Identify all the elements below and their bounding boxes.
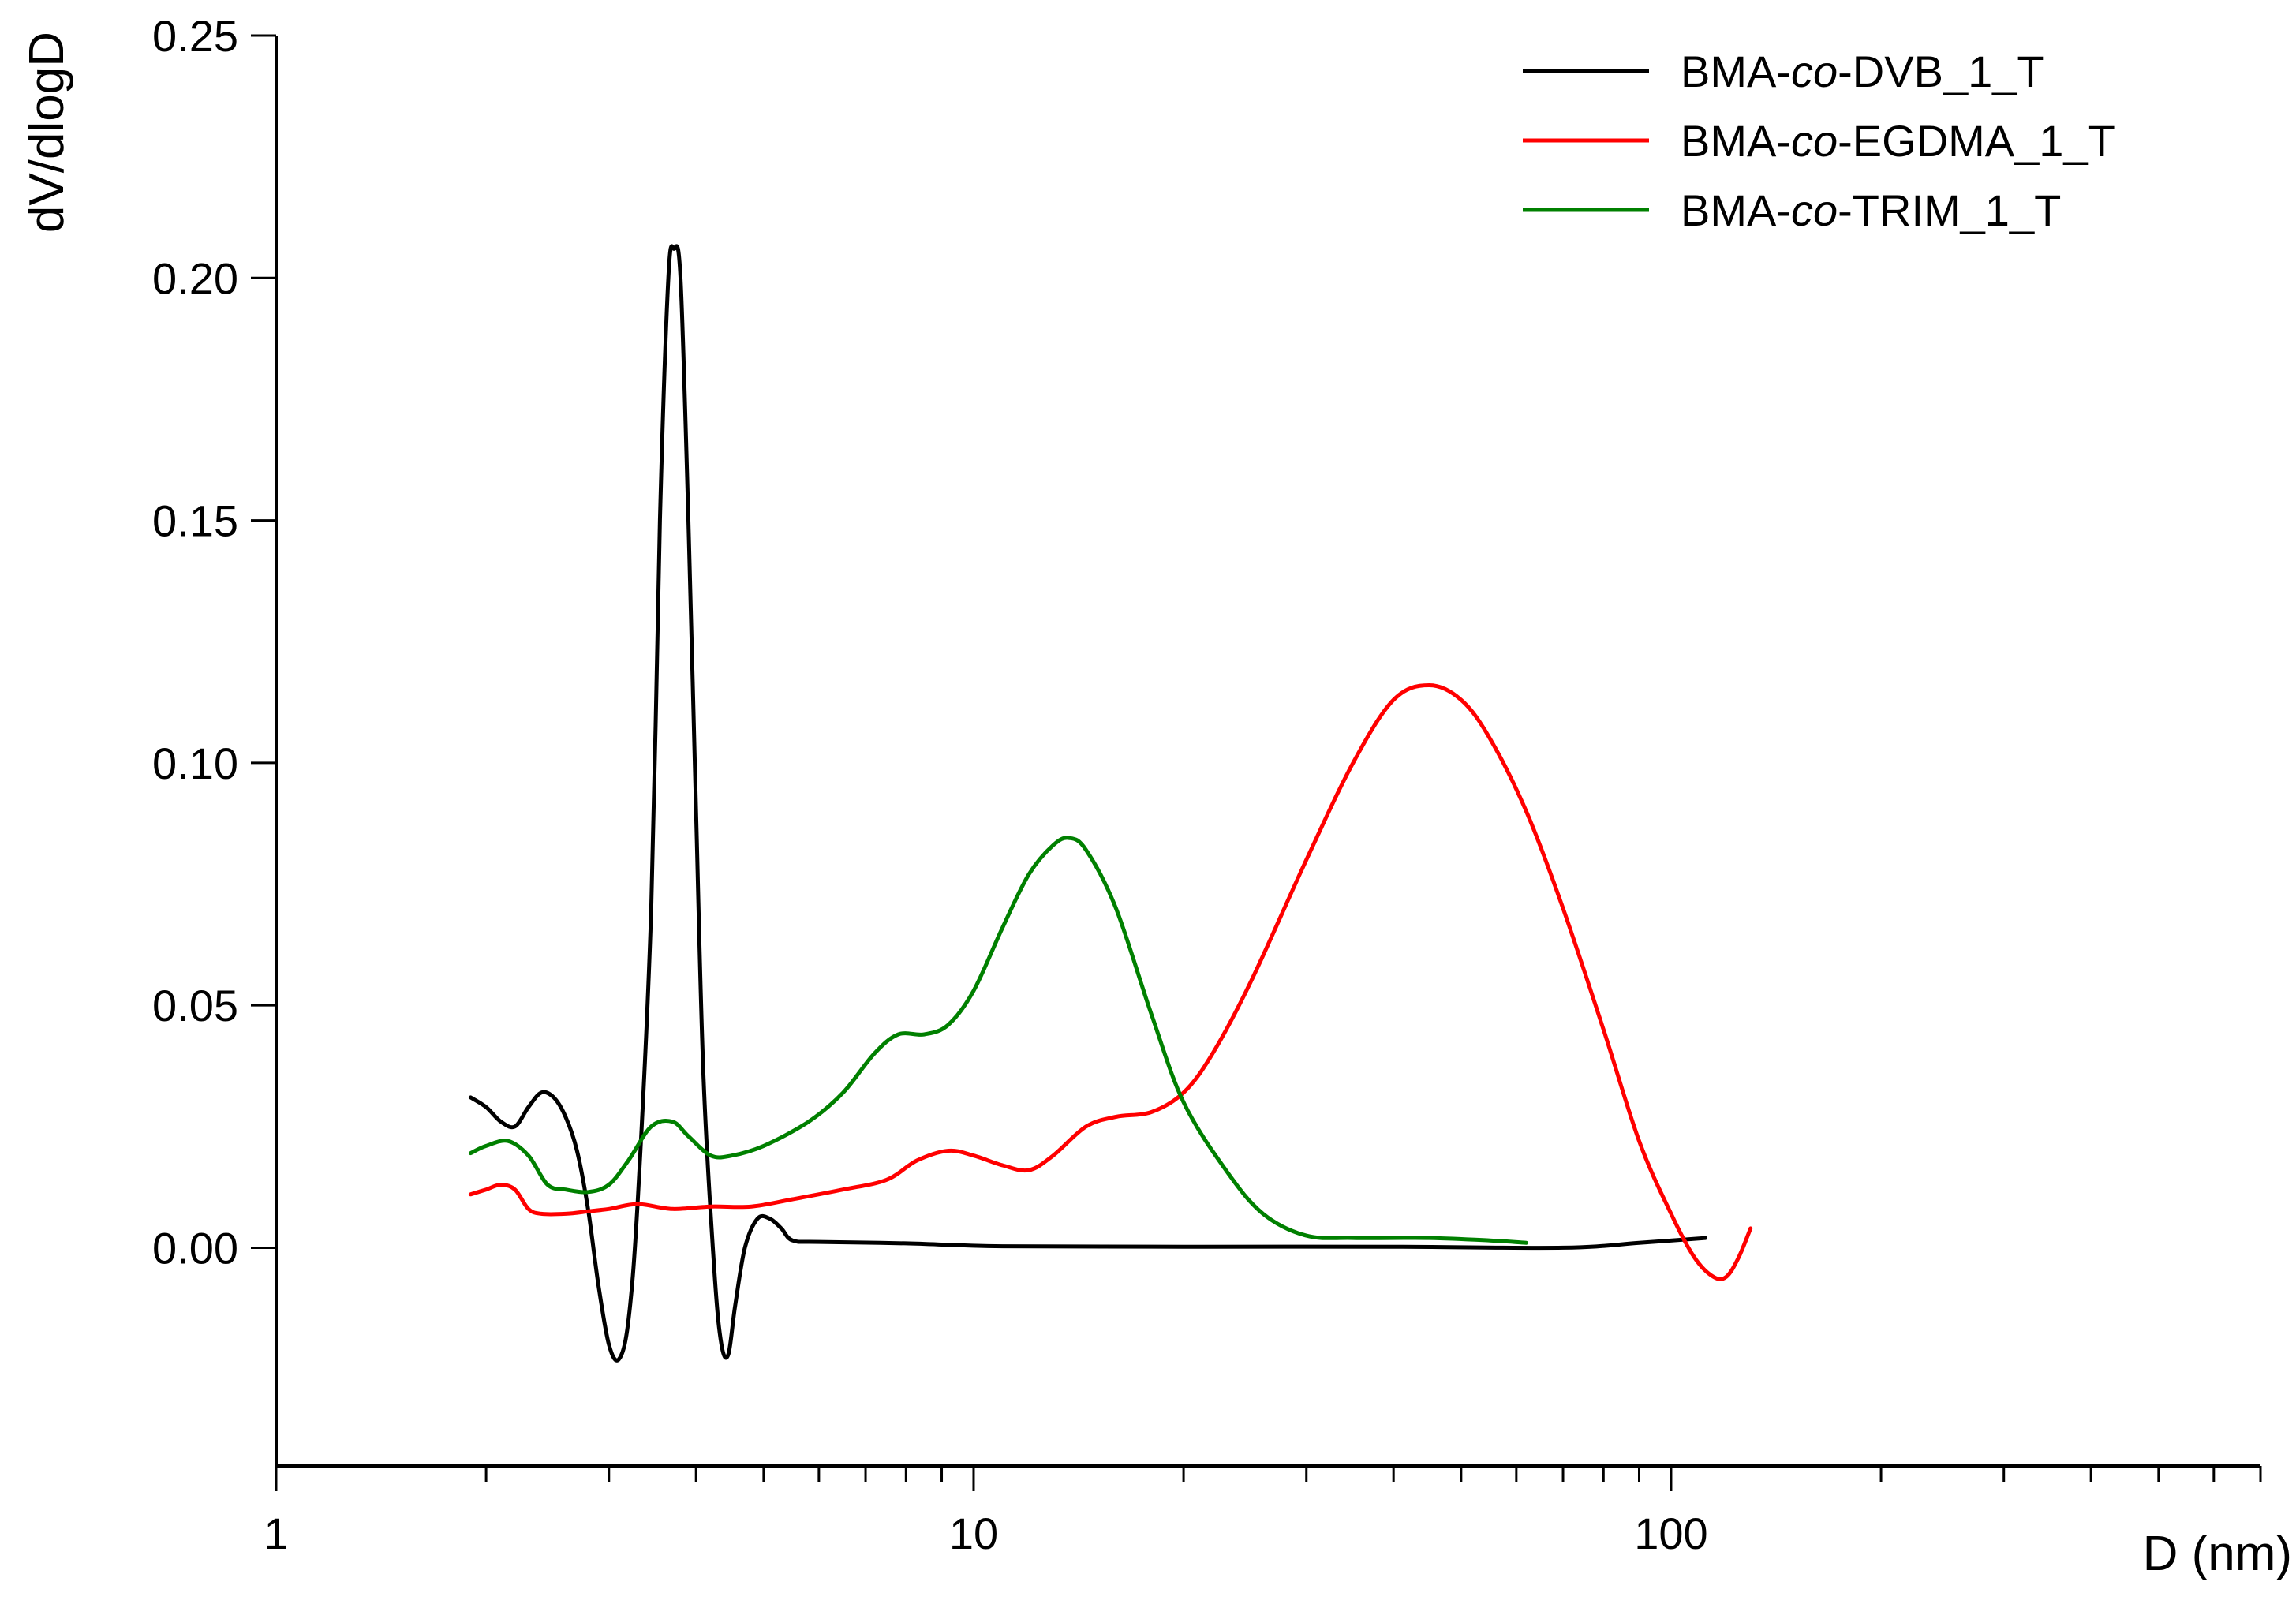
legend-label-part: BMA- [1681, 47, 1791, 96]
y-tick-label: 0.05 [152, 981, 238, 1030]
legend: BMA-co-DVB_1_TBMA-co-EGDMA_1_TBMA-co-TRI… [1523, 47, 2115, 235]
legend-label-part: BMA- [1681, 185, 1791, 235]
x-tick-label: 1 [264, 1509, 288, 1558]
legend-label: BMA-co-DVB_1_T [1681, 47, 2044, 96]
y-tick-label: 0.00 [152, 1223, 238, 1273]
legend-label: BMA-co-TRIM_1_T [1681, 185, 2061, 235]
series-line-1 [468, 683, 1753, 1281]
y-axis-title: dV/dlogD [20, 32, 74, 233]
y-tick-label: 0.20 [152, 253, 238, 303]
x-tick-label: 10 [949, 1509, 998, 1558]
series-layer [468, 244, 1753, 1363]
legend-label: BMA-co-EGDMA_1_T [1681, 116, 2115, 166]
legend-label-italic: co [1791, 185, 1838, 235]
y-tick-label: 0.10 [152, 738, 238, 788]
x-tick-label: 100 [1634, 1509, 1707, 1558]
legend-label-part: BMA- [1681, 116, 1791, 166]
y-tick-label: 0.25 [152, 11, 238, 61]
x-axis-title: D (nm) [2143, 1527, 2292, 1581]
axes: 1 10 100 0.00 0.05 0.10 0.15 0.20 0.25 D (nm) dV/d… [20, 11, 2292, 1581]
y-tick-label: 0.15 [152, 496, 238, 546]
legend-label-italic: co [1791, 47, 1838, 96]
series-line-0 [468, 244, 1707, 1363]
series-line-2 [468, 836, 1528, 1245]
legend-label-part: -TRIM_1_T [1838, 185, 2061, 235]
legend-label-italic: co [1791, 116, 1838, 166]
legend-label-part: -DVB_1_T [1838, 47, 2044, 96]
legend-label-part: -EGDMA_1_T [1838, 116, 2115, 166]
